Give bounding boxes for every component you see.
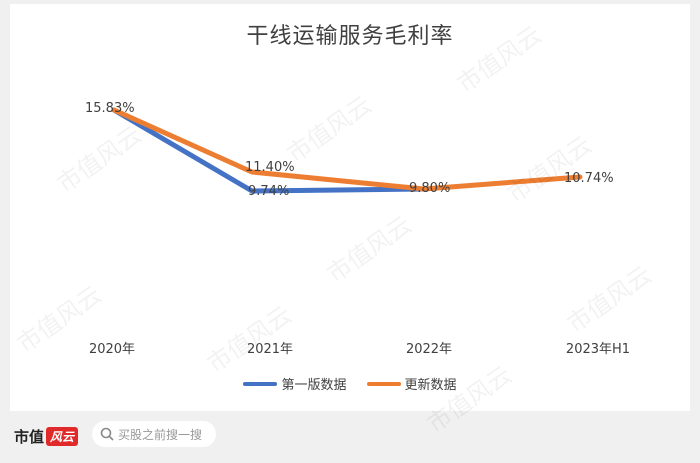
search-placeholder: 买股之前搜一搜 — [118, 427, 203, 442]
series-updated-line — [111, 107, 583, 192]
x-tick-2020: 2020年 — [88, 342, 136, 357]
legend-label: 第一版数据 — [281, 378, 347, 393]
legend-item-updated: 更新数据 — [366, 374, 457, 393]
label-2022: 9.80% — [409, 181, 451, 196]
series-first-version-line — [111, 107, 427, 194]
label-2021-first: 9.74% — [248, 184, 290, 199]
label-2020: 15.83% — [85, 101, 135, 116]
label-2023h1: 10.74% — [564, 171, 614, 186]
chart-card — [10, 4, 690, 411]
legend-swatch-orange — [366, 381, 401, 386]
legend-item-first-version: 第一版数据 — [243, 374, 347, 393]
x-tick-2023h1: 2023年H1 — [565, 342, 631, 357]
footer-bar: 市值 风云 买股之前搜一搜 — [0, 412, 700, 463]
chart-title: 干线运输服务毛利率 — [246, 24, 454, 49]
brand-text: 市值 — [14, 428, 45, 446]
search-icon — [100, 427, 114, 441]
brand-badge: 风云 — [46, 427, 79, 446]
search-box[interactable]: 买股之前搜一搜 — [92, 421, 216, 447]
legend-swatch-blue — [243, 381, 278, 386]
label-2021-updated: 11.40% — [245, 160, 295, 175]
x-tick-2021: 2021年 — [246, 342, 294, 357]
legend-label: 更新数据 — [404, 378, 457, 393]
legend: 第一版数据 更新数据 — [0, 374, 700, 393]
x-tick-2022: 2022年 — [405, 342, 453, 357]
brand-logo[interactable]: 市值 风云 — [14, 426, 79, 447]
